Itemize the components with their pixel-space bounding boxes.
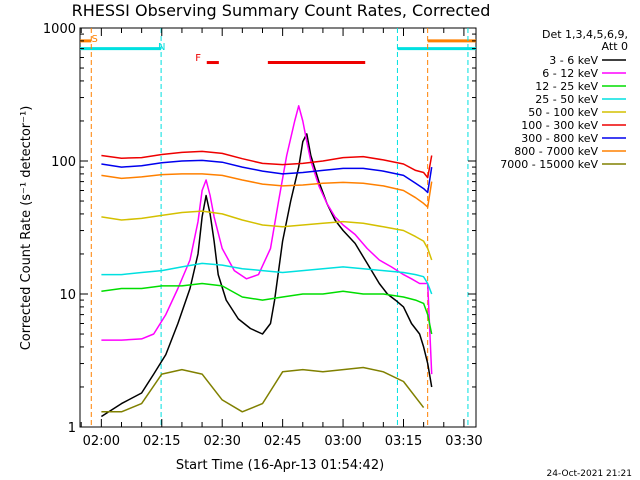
series-line-2 [101,282,433,335]
legend-label-3: 25 - 50 keV [535,93,598,106]
y-tick-label-1: 10 [59,288,76,303]
legend-label-8: 7000 - 15000 keV [500,158,598,171]
series-line-1 [101,105,433,375]
plot-frame [79,27,477,428]
series-line-6 [101,159,433,194]
legend-label-4: 50 - 100 keV [528,106,598,119]
x-tick-label-1: 02:15 [143,434,180,449]
legend-header-1: Att 0 [602,40,628,53]
annotation-f: F [195,53,201,64]
legend-label-5: 100 - 300 keV [521,119,598,132]
plot-area: S N F [79,27,477,428]
x-tick-label-6: 03:30 [445,434,482,449]
series-line-4 [101,210,433,261]
y-axis: 1 10 100 1000 [43,22,476,436]
series-line-8 [101,366,425,413]
series-line-5 [101,150,433,179]
chart-title: RHESSI Observing Summary Count Rates, Co… [72,1,491,20]
annotation-s: S [91,34,97,45]
legend-label-0: 3 - 6 keV [549,54,598,67]
legend-label-6: 300 - 800 keV [521,132,598,145]
series-line-7 [101,173,433,208]
footer-timestamp: 24-Oct-2021 21:21 [547,469,632,479]
y-tick-label-0: 1 [68,421,76,436]
x-tick-label-5: 03:15 [385,434,422,449]
legend-label-7: 800 - 7000 keV [514,145,598,158]
y-tick-label-2: 100 [51,155,76,170]
y-axis-label: Corrected Count Rate (s⁻¹ detector⁻¹) [19,106,34,351]
legend-label-1: 6 - 12 keV [542,67,598,80]
series-line-3 [101,262,433,295]
x-tick-label-3: 02:45 [264,434,301,449]
x-tick-label-0: 02:00 [83,434,120,449]
annotation-n: N [158,42,165,53]
x-tick-label-2: 02:30 [203,434,240,449]
x-tick-label-4: 03:00 [324,434,361,449]
legend-label-2: 12 - 25 keV [535,80,598,93]
x-axis-label: Start Time (16-Apr-13 01:54:42) [176,458,384,473]
legend-header-0: Det 1,3,4,5,6,9, [542,28,628,41]
series-line-0 [100,133,433,418]
y-tick-label-3: 1000 [43,22,76,37]
x-axis: 02:00 02:15 02:30 02:45 03:00 03:15 03:30 [80,28,483,449]
